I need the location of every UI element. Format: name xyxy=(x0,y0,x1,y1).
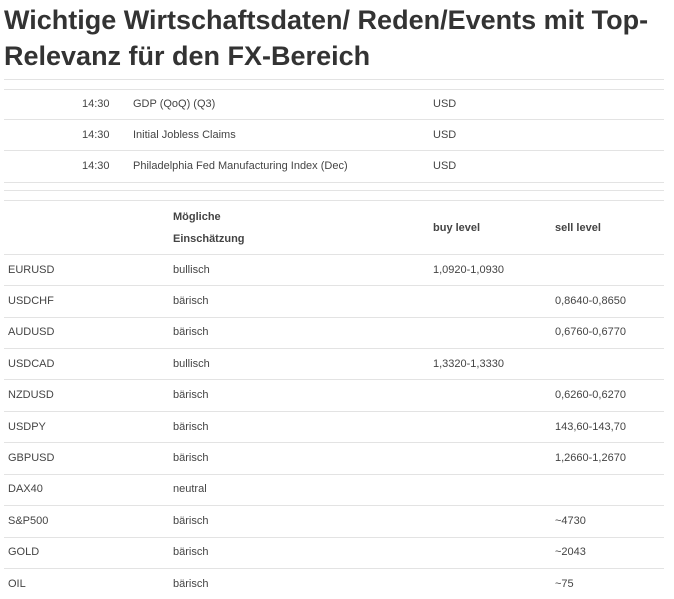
event-name: Initial Jobless Claims xyxy=(133,129,236,141)
event-name: Philadelphia Fed Manufacturing Index (De… xyxy=(133,160,348,172)
event-time: 14:30 xyxy=(82,129,110,141)
row-divider xyxy=(4,537,664,538)
divider xyxy=(4,89,664,90)
event-time: 14:30 xyxy=(82,98,110,110)
header-sell-level: sell level xyxy=(555,222,601,234)
event-time: 14:30 xyxy=(82,160,110,172)
row-divider xyxy=(4,254,664,255)
divider xyxy=(4,190,664,191)
buy-level: 1,0920-1,0930 xyxy=(433,264,504,276)
event-currency: USD xyxy=(433,129,457,141)
sell-level: 1,2660-1,2670 xyxy=(555,452,626,464)
assessment: bärisch xyxy=(173,515,209,527)
instrument: EURUSD xyxy=(8,264,55,276)
event-name: GDP (QoQ) (Q3) xyxy=(133,98,216,110)
instrument: USDCAD xyxy=(8,358,55,370)
row-divider xyxy=(4,474,664,475)
row-divider xyxy=(4,505,664,506)
row-divider xyxy=(4,411,664,412)
assessment: neutral xyxy=(173,483,207,495)
header-assessment-line1: Mögliche xyxy=(173,211,221,223)
row-divider xyxy=(4,150,664,151)
assessment: bullisch xyxy=(173,264,210,276)
sell-level: 143,60-143,70 xyxy=(555,421,626,433)
header-buy-level: buy level xyxy=(433,222,481,234)
divider xyxy=(4,200,664,201)
assessment: bärisch xyxy=(173,389,209,401)
buy-level: 1,3320-1,3330 xyxy=(433,358,504,370)
row-divider xyxy=(4,182,664,183)
header-assessment-line2: Einschätzung xyxy=(173,233,245,245)
instrument: OIL xyxy=(8,578,26,590)
instrument: GBPUSD xyxy=(8,452,55,464)
row-divider xyxy=(4,568,664,569)
event-currency: USD xyxy=(433,98,457,110)
row-divider xyxy=(4,348,664,349)
instrument: DAX40 xyxy=(8,483,43,495)
instrument: USDCHF xyxy=(8,295,54,307)
row-divider xyxy=(4,379,664,380)
row-divider xyxy=(4,317,664,318)
page-title: Wichtige Wirtschaftsdaten/ Reden/Events … xyxy=(4,5,649,71)
assessment: bärisch xyxy=(173,546,209,558)
instrument: AUDUSD xyxy=(8,326,55,338)
instrument: NZDUSD xyxy=(8,389,54,401)
sell-level: ~2043 xyxy=(555,546,586,558)
instrument: GOLD xyxy=(8,546,40,558)
instrument: S&P500 xyxy=(8,515,49,527)
sell-level: 0,6260-0,6270 xyxy=(555,389,626,401)
assessment: bärisch xyxy=(173,578,209,590)
assessment: bärisch xyxy=(173,295,209,307)
divider xyxy=(4,79,664,80)
assessment: bärisch xyxy=(173,421,209,433)
row-divider xyxy=(4,285,664,286)
assessment: bärisch xyxy=(173,326,209,338)
assessment: bullisch xyxy=(173,358,210,370)
row-divider xyxy=(4,442,664,443)
row-divider xyxy=(4,119,664,120)
sell-level: ~75 xyxy=(555,578,574,590)
sell-level: ~4730 xyxy=(555,515,586,527)
assessment: bärisch xyxy=(173,452,209,464)
instrument: USDPY xyxy=(8,421,46,433)
sell-level: 0,8640-0,8650 xyxy=(555,295,626,307)
event-currency: USD xyxy=(433,160,457,172)
sell-level: 0,6760-0,6770 xyxy=(555,326,626,338)
